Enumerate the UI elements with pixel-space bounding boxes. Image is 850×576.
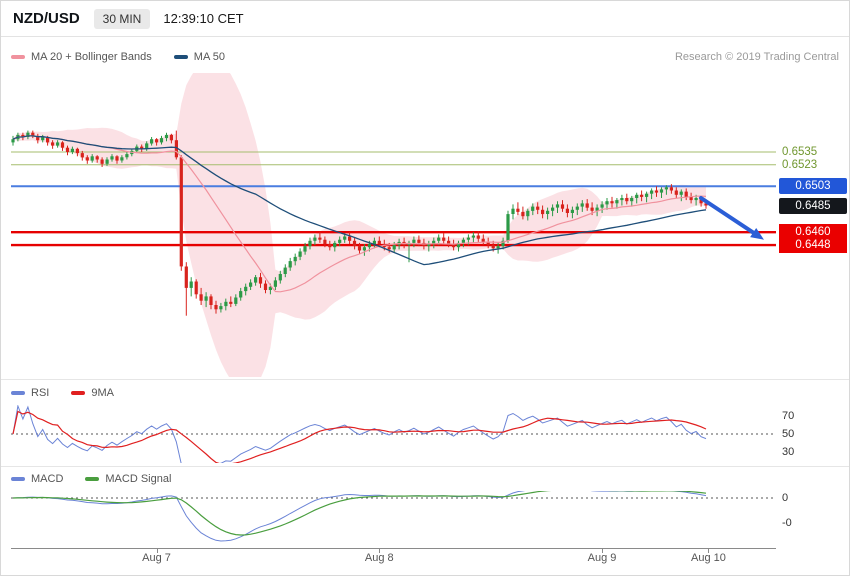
x-axis-label-aug10: Aug 10 bbox=[691, 552, 726, 564]
rsi-9ma-swatch bbox=[71, 391, 86, 395]
legend-label-ma50: MA 50 bbox=[193, 51, 225, 63]
main-chart-canvas bbox=[11, 73, 776, 377]
last-price-label: 0.6485 bbox=[779, 197, 847, 214]
legend-label-macd: MACD bbox=[31, 473, 64, 485]
bollinger-layer bbox=[13, 73, 706, 377]
candles-layer bbox=[11, 130, 708, 316]
main-chart-legend: MA 20 + Bollinger Bands MA 50 Research ©… bbox=[11, 51, 839, 63]
ma20-bollinger-swatch bbox=[11, 55, 25, 59]
x-axis-label-aug9: Aug 9 bbox=[587, 552, 617, 564]
x-axis-tick bbox=[379, 548, 380, 553]
x-axis-tick bbox=[708, 548, 709, 553]
rsi-legend: RSI 9MA bbox=[11, 387, 839, 399]
rsi-9ma-line bbox=[12, 410, 707, 463]
support-level-1-label: 0.6460 bbox=[779, 224, 847, 241]
symbol-title: NZD/USD bbox=[13, 10, 80, 27]
rsi-axis-label-50: 50 bbox=[782, 428, 795, 440]
rsi-swatch bbox=[11, 391, 25, 395]
rsi-axis-label-30: 30 bbox=[782, 446, 795, 458]
rsi-axis-label-70: 70 bbox=[782, 410, 795, 422]
x-axis-tick bbox=[602, 548, 603, 553]
rsi-line bbox=[12, 405, 707, 463]
legend-label-rsi-9ma: 9MA bbox=[91, 387, 114, 399]
macd-signal-line bbox=[12, 491, 707, 536]
macd-axis-label-neg: -0 bbox=[782, 517, 792, 529]
macd-swatch bbox=[11, 477, 25, 481]
legend-label-rsi: RSI bbox=[31, 387, 50, 399]
section-divider bbox=[1, 466, 849, 467]
rsi-lines-layer bbox=[12, 405, 707, 463]
ma20-line bbox=[12, 135, 707, 293]
legend-item-rsi: RSI bbox=[11, 387, 49, 399]
macd-axis-label-zero: 0 bbox=[782, 492, 789, 504]
legend-item-ma50: MA 50 bbox=[173, 51, 225, 63]
rsi-chart-canvas bbox=[11, 405, 776, 463]
legend-item-ma20-bollinger: MA 20 + Bollinger Bands bbox=[11, 51, 152, 63]
x-axis-label-aug7: Aug 7 bbox=[142, 552, 171, 564]
macd-lines-layer bbox=[12, 491, 707, 542]
x-axis-label-aug8: Aug 8 bbox=[364, 552, 394, 564]
legend-label-ma20-bollinger: MA 20 + Bollinger Bands bbox=[31, 51, 152, 63]
x-axis-tick bbox=[157, 548, 158, 553]
attribution-text: Research © 2019 Trading Central bbox=[674, 51, 839, 63]
legend-item-macd-signal: MACD Signal bbox=[85, 473, 171, 485]
macd-line bbox=[12, 491, 707, 542]
support-level-2-label: 0.6448 bbox=[779, 237, 847, 254]
legend-item-macd: MACD bbox=[11, 473, 63, 485]
interval-badge: 30 MIN bbox=[93, 8, 151, 29]
macd-chart-canvas bbox=[11, 491, 776, 542]
ma50-line bbox=[12, 135, 707, 266]
legend-item-rsi-9ma: 9MA bbox=[71, 387, 114, 399]
x-axis-line bbox=[11, 548, 776, 549]
ma-lines-layer bbox=[12, 135, 707, 293]
macd-signal-swatch bbox=[85, 477, 100, 481]
timestamp: 12:39:10 CET bbox=[163, 11, 244, 26]
section-divider bbox=[1, 379, 849, 380]
resistance-level-2-label: 0.6523 bbox=[782, 158, 818, 171]
macd-legend: MACD MACD Signal bbox=[11, 473, 839, 485]
bollinger-band-fill bbox=[13, 73, 706, 377]
pivot-level-label: 0.6503 bbox=[779, 178, 847, 195]
chart-header: NZD/USD 30 MIN 12:39:10 CET bbox=[1, 1, 849, 37]
legend-label-macd-signal: MACD Signal bbox=[105, 473, 172, 485]
resistance-level-1-label: 0.6535 bbox=[782, 146, 818, 158]
trend-arrow bbox=[699, 196, 764, 240]
ma50-swatch bbox=[173, 55, 188, 59]
